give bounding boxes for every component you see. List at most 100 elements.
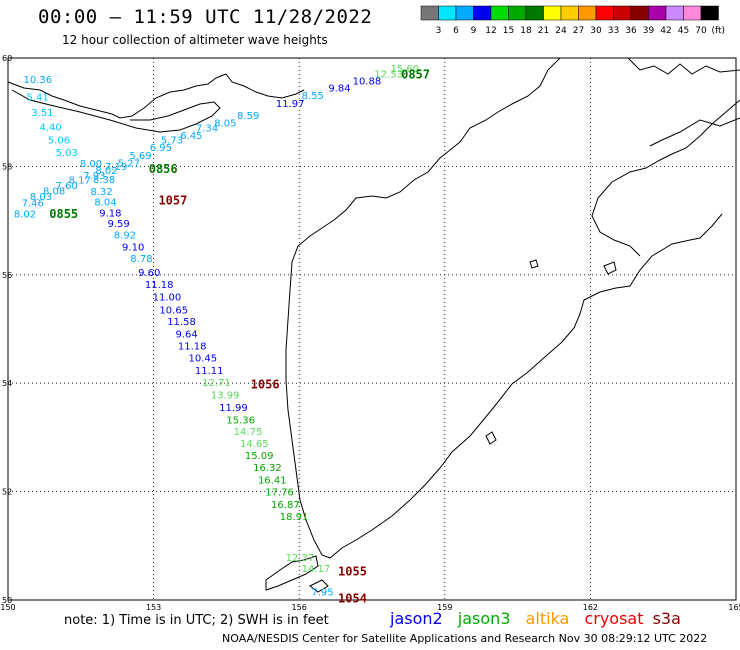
gulf-coast — [649, 117, 740, 147]
map-frame — [7, 57, 737, 601]
wave-height-label: 16.87 — [271, 500, 300, 511]
lon-tick-label: 159 — [437, 603, 452, 610]
wave-height-label: 7.60 — [56, 181, 78, 192]
colorbar-label: 24 — [555, 26, 567, 36]
lat-tick-label: 52 — [2, 488, 12, 497]
lat-tick-label: 50 — [2, 596, 12, 605]
lat-lon-grid — [7, 57, 737, 601]
pass-time-label: 1055 — [338, 565, 367, 579]
map-subtitle: 12 hour collection of altimeter wave hei… — [62, 33, 328, 47]
paramushir-island — [265, 555, 319, 591]
wave-height-label: 5.41 — [26, 92, 48, 103]
lat-tick-label: 58 — [2, 162, 12, 171]
wave-height-label: 14.17 — [302, 564, 331, 575]
colorbar-label: 18 — [520, 26, 532, 36]
colorbar-unit: (ft) — [712, 26, 726, 36]
wave-height-label: 10.36 — [24, 75, 53, 86]
colorbar-label: 6 — [453, 26, 459, 36]
wave-height-label: 3.51 — [31, 108, 53, 119]
wave-height-label: 9.60 — [138, 268, 160, 279]
wave-height-label: 9.10 — [122, 242, 144, 253]
wave-height-label: 8.03 — [30, 192, 52, 203]
wave-height-label: 8.78 — [130, 254, 152, 265]
pass-time-label: 0856 — [149, 162, 178, 176]
peninsula-outline — [11, 89, 221, 133]
legend-s3a: s3a — [652, 609, 681, 628]
credit-line: NOAA/NESDIS Center for Satellite Applica… — [222, 632, 708, 645]
wave-height-label: 8.92 — [114, 230, 136, 241]
colorbar-label: 15 — [503, 26, 514, 36]
pass-time-label: 1054 — [338, 592, 367, 606]
legend-jason3: jason3 — [457, 609, 511, 628]
colorbar-label: 27 — [573, 26, 584, 36]
lat-tick-label: 60 — [2, 54, 12, 63]
lon-tick-label: 162 — [583, 603, 598, 610]
wave-height-label: 10.65 — [159, 305, 188, 316]
island-small — [485, 431, 497, 445]
pass-time-labels: 0857 0856 0855 1057 1056 1055 1054 — [49, 68, 430, 606]
wave-height-label: 11.11 — [195, 366, 224, 377]
colorbar-label: 21 — [538, 26, 549, 36]
wave-height-label: 7.19 — [105, 162, 127, 173]
colorbar-label: 9 — [471, 26, 477, 36]
colorbar-swatch — [700, 5, 719, 21]
wave-height-label: 9.59 — [107, 219, 129, 230]
wave-height-label: 6.95 — [150, 143, 172, 154]
pass-time-label: 0857 — [401, 68, 430, 82]
wave-height-label: 7.34 — [196, 124, 218, 135]
wave-height-label: 11.18 — [178, 342, 207, 353]
wave-height-label: 8.02 — [95, 166, 117, 177]
colorbar-label: 70 — [695, 26, 707, 36]
map-title: 00:00 – 11:59 UTC 11/28/2022 — [38, 6, 373, 28]
wave-height-label: 5.69 — [129, 151, 151, 162]
wave-height-label: 11.58 — [167, 317, 196, 328]
legend-altika: altika — [525, 609, 570, 628]
wave-height-label: 17.76 — [265, 487, 294, 498]
wave-height-label: 11.00 — [153, 292, 182, 303]
wave-height-label: 14.65 — [240, 439, 269, 450]
wave-height-label: 8.02 — [14, 209, 36, 220]
lon-tick-label: 156 — [292, 603, 307, 610]
wave-height-colorbar: 3 6 9 12 15 18 21 24 27 30 33 36 39 42 45 70 (ft) — [420, 5, 726, 36]
wave-height-label: 8.17 — [69, 176, 91, 187]
wave-height-label: 15.09 — [245, 451, 274, 462]
wave-height-label: 10.88 — [353, 77, 382, 88]
wave-height-label: 8.32 — [91, 187, 113, 198]
wave-height-label: 16.41 — [258, 475, 287, 486]
kamchatka-east-coast — [591, 99, 740, 257]
lat-tick-label: 56 — [2, 271, 12, 280]
colorbar-label: 36 — [625, 26, 637, 36]
wave-height-label: 10.45 — [189, 354, 218, 365]
wave-height-label: 8.38 — [93, 175, 115, 186]
colorbar-label: 33 — [608, 26, 619, 36]
coastline — [7, 57, 740, 593]
colorbar-label: 39 — [643, 26, 655, 36]
wave-height-label: 18.91 — [280, 512, 309, 523]
wave-height-label: 5.27 — [118, 158, 140, 169]
colorbar-label: 45 — [678, 26, 689, 36]
wave-height-label: 16.32 — [253, 463, 282, 474]
wave-height-label: 15.60 — [390, 64, 419, 75]
wave-height-label: 8.00 — [80, 159, 102, 170]
wave-height-label: 7.46 — [22, 199, 44, 210]
wave-height-label: 9.84 — [328, 84, 350, 95]
wave-height-label: 11.97 — [276, 99, 305, 110]
pass-time-label: 1056 — [251, 378, 280, 392]
colorbar-label: 12 — [485, 26, 496, 36]
kuril-island-small — [309, 579, 329, 593]
lon-tick-label: 150 — [0, 603, 15, 610]
pass-time-label: 0855 — [49, 207, 78, 221]
wave-height-label: 15.36 — [226, 415, 255, 426]
colorbar-label: 42 — [660, 26, 671, 36]
lon-tick-label: 153 — [146, 603, 161, 610]
wave-height-label: 7.93 — [83, 171, 105, 182]
north-shore-coastline — [7, 73, 305, 119]
wave-height-label: 12.71 — [202, 378, 231, 389]
lake-small-2 — [529, 259, 539, 269]
footer-note: note: 1) Time is in UTC; 2) SWH is in fe… — [64, 613, 329, 628]
wave-height-label: 12.53 — [374, 70, 403, 81]
lake-small — [603, 261, 617, 275]
wave-height-label: 5.73 — [161, 136, 183, 147]
wave-height-label: 4.40 — [40, 123, 62, 134]
